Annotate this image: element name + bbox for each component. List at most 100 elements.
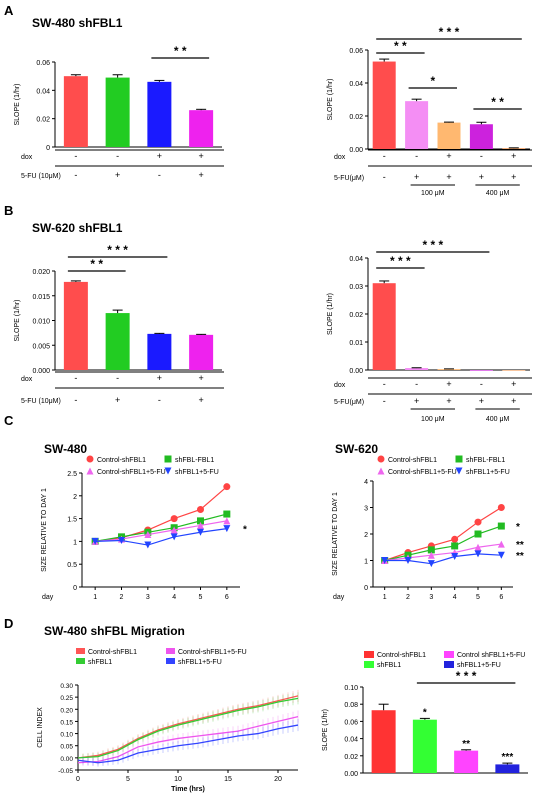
series-line [77,715,299,764]
y-tick-label: 0.010 [32,319,50,326]
x-tick-label: 2 [120,594,124,601]
dox-cell: - [415,151,418,161]
y-tick-label: 0.00 [349,368,363,375]
data-point [91,537,99,545]
row-label-dox: dox [21,376,33,383]
dox-cell: - [480,151,483,161]
x-tick-label: 5 [199,594,203,601]
legend-label: shFBL1 [88,659,112,666]
data-point [427,546,435,554]
data-point [223,483,231,491]
bar [454,750,479,773]
fu-cell: - [383,396,386,406]
fu-cell: + [198,170,203,180]
bar [437,369,461,370]
fu-cell: + [414,396,419,406]
x-axis-label: Time (hrs) [171,786,205,793]
series-line [77,724,299,764]
dox-cell: - [116,373,119,383]
fu-cell: - [383,172,386,182]
dose-400-label: 400 μM [486,190,510,197]
y-tick-label: 0.02 [349,312,363,319]
data-point [197,521,204,529]
y-axis-label: SLOPE (1/hr) [14,299,21,341]
x-tick-label: 1 [93,594,97,601]
y-tick-label: 0.15 [60,719,73,726]
legend-label: shFBL1 [377,662,401,669]
panel-letter-a: A [4,3,14,18]
bar-significance-label: ** [462,739,470,750]
y-tick-label: 0.06 [349,48,363,55]
y-tick-label: 0.02 [344,754,358,761]
row-label-5fu: 5-FU (10μM) [21,173,61,180]
y-tick-label: 0.020 [32,269,50,276]
fu-cell: + [446,396,451,406]
dox-cell: + [446,151,451,161]
fu-cell: + [115,170,120,180]
legend-label: shFBL-FBL1 [466,457,505,464]
data-point [404,557,412,564]
data-point [455,455,463,463]
fu-cell: - [74,395,77,405]
data-point [164,467,172,475]
dox-cell: + [511,151,516,161]
bar [147,81,172,147]
y-axis-label: SLOPE (1/hr) [327,293,334,335]
y-tick-label: 0.30 [60,683,73,690]
legend-swatch [364,661,374,668]
row-label-dox: dox [334,154,346,161]
legend-swatch [166,648,175,654]
data-point [223,510,231,518]
dox-cell: + [511,379,516,389]
x-tick-label: 20 [274,776,282,783]
legend-label: shFBL1+5-FU [466,469,510,476]
y-tick-label: 0.10 [344,685,358,692]
series-line [384,553,502,565]
bar [105,77,130,147]
x-tick-label: 10 [174,776,182,783]
bar-significance-label: *** [502,752,514,763]
panel-letter-c: C [4,413,14,428]
x-axis-label-day: day [42,594,54,601]
dox-cell: + [198,151,203,161]
legend-label: shFBL1+5-FU [178,659,222,666]
panel-b-title: SW-620 shFBL1 [32,221,123,235]
y-axis-label: CELL INDEX [37,707,44,748]
x-tick-label: 5 [476,594,480,601]
y-tick-label: 0.02 [349,114,363,121]
bar [63,281,88,370]
bar [372,61,396,149]
significance-stars: * * * [422,238,443,252]
y-tick-label: 0.10 [60,732,73,739]
dox-cell: - [116,151,119,161]
data-point [497,540,505,548]
bar [437,122,461,149]
data-point [474,518,482,526]
y-tick-label: 0.04 [349,81,363,88]
y-tick-label: 0.04 [349,256,363,263]
significance-annotation: * [516,522,520,533]
legend-label: Control-shFBL1 [97,457,146,464]
y-tick-label: 0.05 [60,744,73,751]
bar [372,283,396,370]
legend-label: shFBL-FBL1 [175,457,214,464]
significance-stars: * * * [456,669,477,683]
data-point [86,455,94,463]
data-point [497,551,505,559]
y-tick-label: 0.01 [349,340,363,347]
y-tick-label: 0.06 [36,60,50,67]
data-point [474,550,482,558]
significance-stars: * * * [439,25,460,39]
y-tick-label: 0.03 [349,284,363,291]
y-tick-label: 0.08 [344,702,358,709]
y-tick-label: 3 [364,506,368,513]
series-line [77,697,299,759]
y-tick-label: 0.5 [67,562,77,569]
y-tick-label: 0.06 [344,719,358,726]
significance-stars: * * [491,95,504,109]
data-point [381,557,389,564]
fu-cell: - [158,395,161,405]
panel-d-title: SW-480 shFBL Migration [44,624,185,638]
x-tick-label: 1 [383,594,387,601]
legend-label: Control shFBL1+5-FU [457,652,525,659]
